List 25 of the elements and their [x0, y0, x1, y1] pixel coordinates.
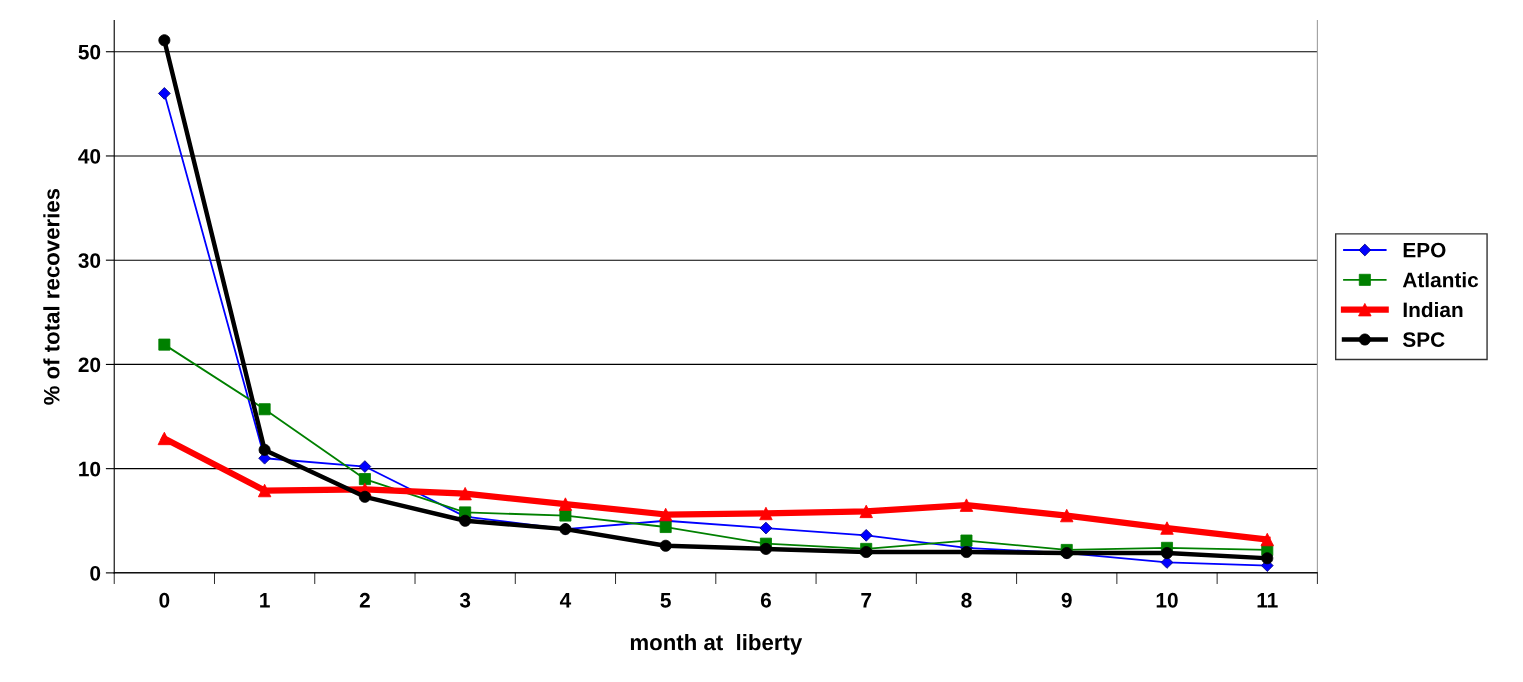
x-tick-label: 1 [260, 593, 270, 608]
x-tick-label: 2 [359, 592, 370, 608]
legend-label: Atlantic [1402, 272, 1479, 288]
x-axis-title: month at liberty [630, 633, 803, 655]
legend-label: Indian [1403, 301, 1463, 318]
y-tick-label: 20 [78, 357, 101, 373]
x-tick-label: 7 [861, 593, 872, 608]
x-tick-label: 9 [1061, 592, 1072, 608]
y-axis-title: % of total recoveries [43, 188, 60, 405]
x-tick-label: 10 [1156, 592, 1178, 608]
y-tick-label: 10 [79, 461, 101, 477]
y-tick-label: 50 [78, 44, 101, 60]
x-tick-label: 3 [459, 592, 471, 608]
y-tick-label: 0 [90, 565, 101, 581]
x-tick-label: 4 [559, 593, 572, 608]
legend-label: EPO [1403, 242, 1446, 258]
x-tick-label: 5 [660, 593, 671, 608]
x-tick-label: 6 [760, 592, 771, 608]
x-tick-label: 8 [961, 592, 972, 608]
x-tick-label: 0 [159, 592, 170, 608]
y-tick-label: 30 [78, 253, 101, 268]
point [659, 521, 672, 533]
y-tick-label: 40 [78, 148, 101, 164]
x-tick-label: 11 [1257, 593, 1278, 608]
legend-label: SPC [1402, 332, 1445, 348]
